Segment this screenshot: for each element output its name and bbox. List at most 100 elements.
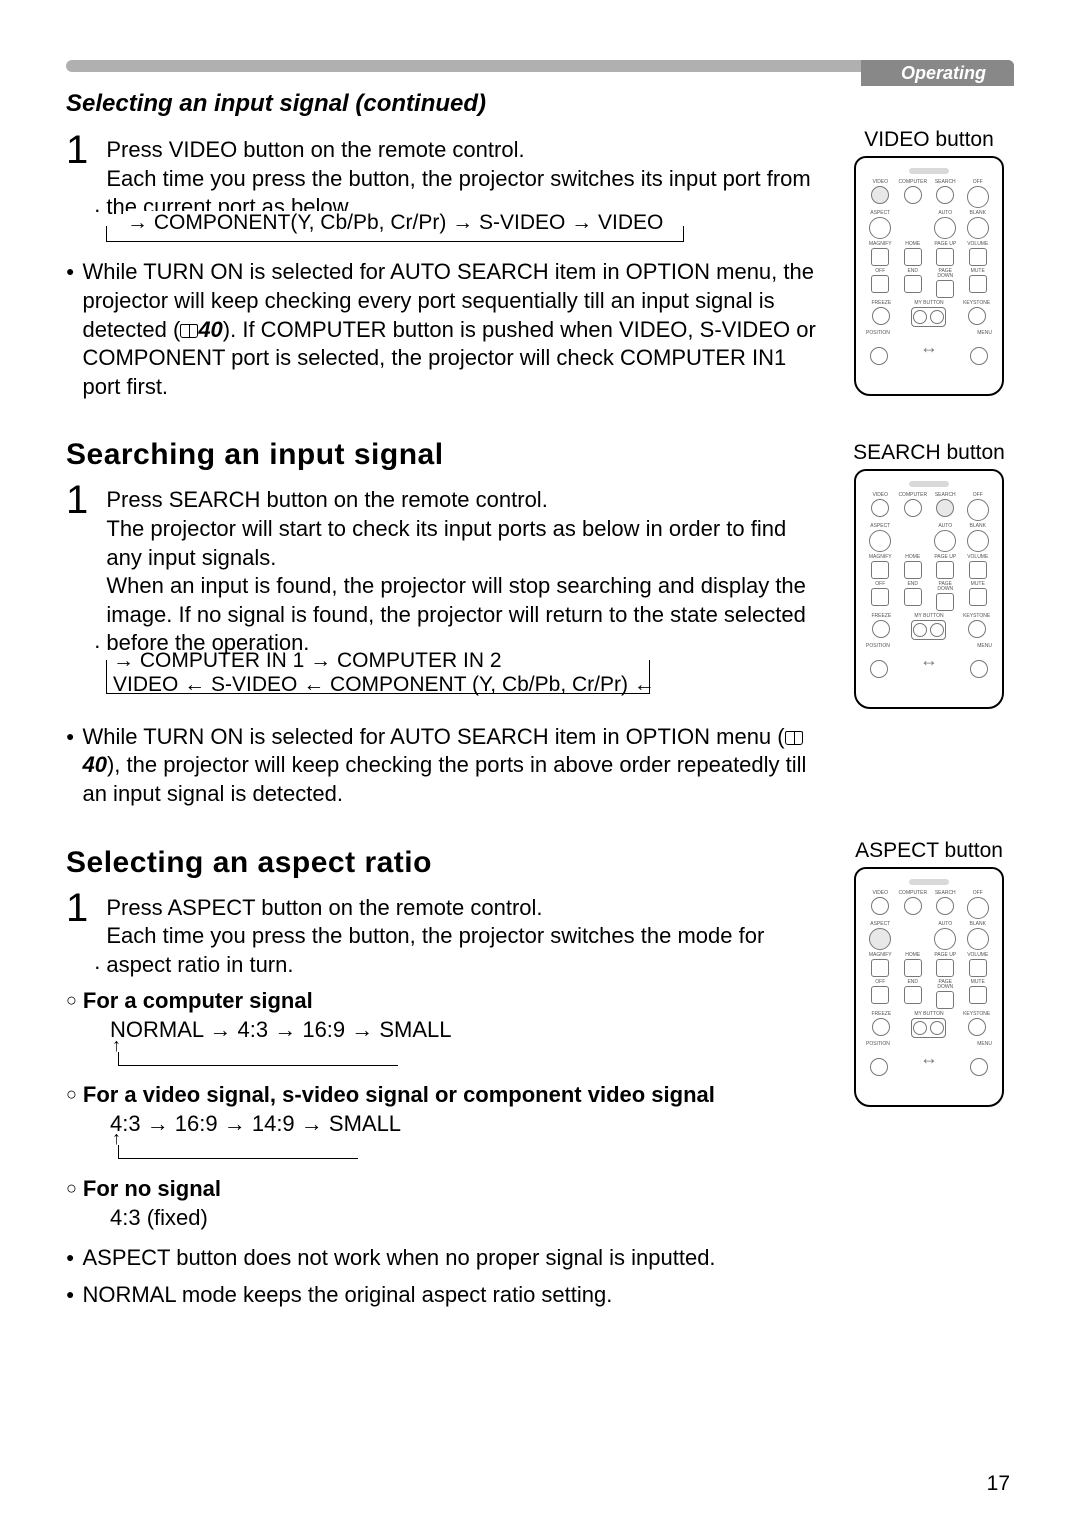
my-button-group-icon bbox=[911, 307, 946, 327]
remote-diagram-2: VIDEOCOMPUTERSEARCHOFFASPECTAUTOBLANKMAG… bbox=[854, 469, 1004, 709]
my-button-group-icon bbox=[911, 620, 946, 640]
aspect-button-icon bbox=[869, 928, 891, 950]
home-button-icon bbox=[904, 561, 922, 579]
freeze-button-icon bbox=[872, 1018, 890, 1036]
step-number: 1 bbox=[66, 130, 88, 222]
o1: ○For a computer signal bbox=[66, 987, 824, 1016]
loop-arrow bbox=[118, 1145, 358, 1159]
fig1-label: VIDEO button bbox=[844, 128, 1014, 152]
end-button-icon bbox=[904, 588, 922, 606]
sec1-ref: 40 bbox=[198, 317, 222, 342]
section3-heading: Selecting an aspect ratio bbox=[66, 843, 824, 882]
auto-button-icon bbox=[934, 217, 956, 239]
loop-arrow bbox=[118, 1052, 398, 1066]
cycle-chain-box: → COMPONENT(Y, Cb/Pb, Cr/Pr) → S-VIDEO →… bbox=[106, 226, 684, 242]
computer-button-icon bbox=[904, 186, 922, 204]
blank-button-icon bbox=[967, 928, 989, 950]
o2-title: For a video signal, s-video signal or co… bbox=[83, 1081, 715, 1110]
blank-button-icon bbox=[967, 217, 989, 239]
o3-title: For no signal bbox=[83, 1175, 221, 1204]
keystone-button-icon bbox=[968, 307, 986, 325]
section1-step: 1 . Press VIDEO button on the remote con… bbox=[66, 130, 824, 222]
fig2-label: SEARCH button bbox=[844, 441, 1014, 465]
auto-button-icon bbox=[934, 530, 956, 552]
keystone-button-icon bbox=[968, 1018, 986, 1036]
my-button-group-icon bbox=[911, 1018, 946, 1038]
page-down-button-icon bbox=[936, 593, 954, 611]
mute-button-icon bbox=[969, 275, 987, 293]
o1-chain: NORMAL → 4:3 → 16:9 → SMALL bbox=[110, 1016, 824, 1045]
step-dot: . bbox=[94, 194, 100, 216]
sec1-p1a: Press VIDEO button on the remote control… bbox=[106, 137, 524, 162]
blank-button-icon bbox=[967, 530, 989, 552]
mute-button-icon bbox=[969, 986, 987, 1004]
cycle-chain-box-2: → COMPUTER IN 1 → COMPUTER IN 2 VIDEO ← … bbox=[106, 660, 650, 694]
cycle-chain: → COMPONENT(Y, Cb/Pb, Cr/Pr) → S-VIDEO →… bbox=[123, 211, 667, 234]
step-body: Press VIDEO button on the remote control… bbox=[106, 130, 824, 222]
sec2-b1a: While TURN ON is selected for AUTO SEARC… bbox=[82, 724, 784, 749]
remote-diagram-3: VIDEOCOMPUTERSEARCHOFFASPECTAUTOBLANKMAG… bbox=[854, 867, 1004, 1107]
section3-row: Selecting an aspect ratio 1 . Press ASPE… bbox=[66, 809, 1014, 1310]
step-dot: . bbox=[94, 951, 100, 973]
o3: ○For no signal bbox=[66, 1175, 824, 1204]
sec3-bullet2: NORMAL mode keeps the original aspect ra… bbox=[66, 1281, 824, 1310]
circle-bullet-icon: ○ bbox=[66, 1177, 77, 1204]
search-button-icon bbox=[936, 499, 954, 517]
off-button-icon bbox=[871, 588, 889, 606]
section3-step: 1 . Press ASPECT button on the remote co… bbox=[66, 888, 824, 980]
sec2-bullet-body: While TURN ON is selected for AUTO SEARC… bbox=[82, 723, 824, 809]
nav-right-icon bbox=[970, 347, 988, 365]
nav-left-icon bbox=[870, 1058, 888, 1076]
section2-text: Searching an input signal 1 . Press SEAR… bbox=[66, 401, 824, 808]
magnify-button-icon bbox=[871, 959, 889, 977]
sec2-ref: 40 bbox=[82, 752, 106, 777]
sec3-b2: NORMAL mode keeps the original aspect ra… bbox=[82, 1281, 612, 1310]
freeze-button-icon bbox=[872, 307, 890, 325]
off-button-icon bbox=[871, 986, 889, 1004]
section2-heading: Searching an input signal bbox=[66, 435, 824, 474]
search-button-icon bbox=[936, 186, 954, 204]
o1-title: For a computer signal bbox=[83, 987, 313, 1016]
section2-step: 1 . Press SEARCH button on the remote co… bbox=[66, 480, 824, 658]
off-button-icon bbox=[871, 275, 889, 293]
o3-value: 4:3 (fixed) bbox=[110, 1204, 824, 1233]
sec3-p1a: Press ASPECT button on the remote contro… bbox=[106, 895, 542, 920]
fig3-label: ASPECT button bbox=[844, 839, 1014, 863]
sec2-b1b: ), the projector will keep checking the … bbox=[82, 752, 806, 806]
book-icon bbox=[785, 731, 803, 745]
section3-text: Selecting an aspect ratio 1 . Press ASPE… bbox=[66, 809, 824, 1310]
mute-button-icon bbox=[969, 588, 987, 606]
sec3-b1: ASPECT button does not work when no prop… bbox=[82, 1244, 715, 1273]
sec3-bullet1: ASPECT button does not work when no prop… bbox=[66, 1244, 824, 1273]
magnify-button-icon bbox=[871, 248, 889, 266]
end-button-icon bbox=[904, 275, 922, 293]
circle-bullet-icon: ○ bbox=[66, 989, 77, 1016]
computer-button-icon bbox=[904, 499, 922, 517]
sec2-p1b: The projector will start to check its in… bbox=[106, 516, 786, 570]
step-body: Press ASPECT button on the remote contro… bbox=[106, 888, 824, 980]
page: Operating Selecting an input signal (con… bbox=[0, 0, 1080, 1349]
step-number: 1 bbox=[66, 888, 88, 980]
step-number: 1 bbox=[66, 480, 88, 658]
volume-button-icon bbox=[969, 248, 987, 266]
sec1-bullet: While TURN ON is selected for AUTO SEARC… bbox=[66, 258, 824, 401]
chain2-bot: VIDEO ← S-VIDEO ← COMPONENT (Y, Cb/Pb, C… bbox=[113, 671, 655, 698]
magnify-button-icon bbox=[871, 561, 889, 579]
step-body: Press SEARCH button on the remote contro… bbox=[106, 480, 824, 658]
section1-title: Selecting an input signal (continued) bbox=[66, 90, 1014, 118]
section1-text: 1 . Press VIDEO button on the remote con… bbox=[66, 128, 824, 401]
o2: ○For a video signal, s-video signal or c… bbox=[66, 1081, 824, 1110]
sec2-p1c: When an input is found, the projector wi… bbox=[106, 573, 806, 655]
volume-button-icon bbox=[969, 561, 987, 579]
aspect-button-icon bbox=[869, 217, 891, 239]
video-button-icon bbox=[871, 897, 889, 915]
section2-figure: SEARCH button VIDEOCOMPUTERSEARCHOFFASPE… bbox=[844, 401, 1014, 709]
page-down-button-icon bbox=[936, 991, 954, 1009]
computer-button-icon bbox=[904, 897, 922, 915]
home-button-icon bbox=[904, 248, 922, 266]
page-down-button-icon bbox=[936, 280, 954, 298]
end-button-icon bbox=[904, 986, 922, 1004]
off-button-icon bbox=[967, 499, 989, 521]
chain2-top: → COMPUTER IN 1 → COMPUTER IN 2 bbox=[113, 647, 655, 674]
off-button-icon bbox=[967, 186, 989, 208]
